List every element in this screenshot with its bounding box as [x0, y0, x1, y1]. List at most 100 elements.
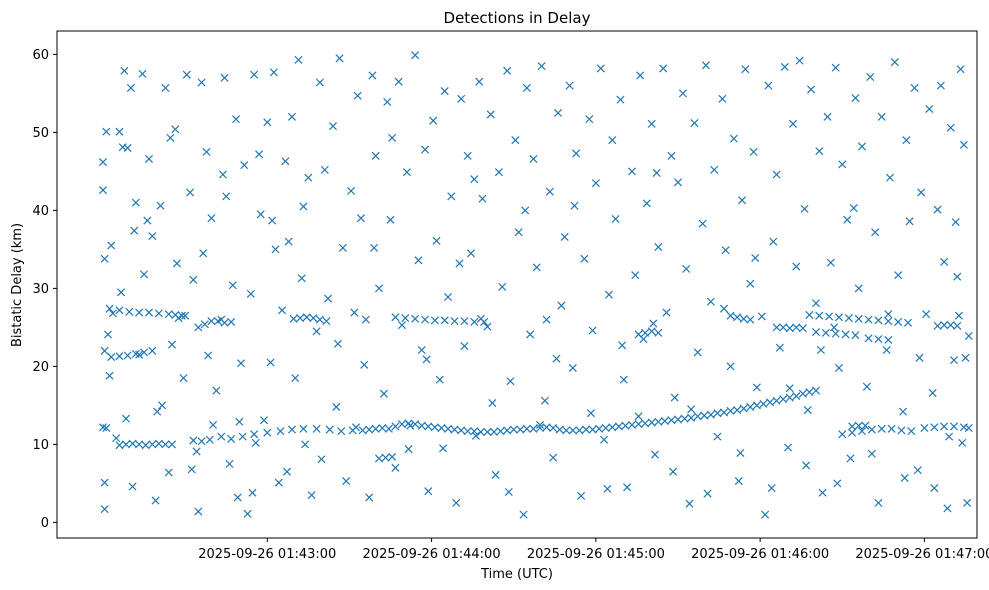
data-point [455, 259, 464, 268]
data-point [361, 315, 370, 324]
data-point [767, 484, 776, 493]
data-point [138, 69, 147, 78]
data-point [572, 149, 581, 158]
data-point [726, 362, 735, 371]
data-point [128, 482, 137, 491]
data-point [603, 484, 612, 493]
data-point [238, 432, 247, 441]
data-point [202, 147, 211, 156]
data-point [255, 150, 264, 159]
data-point [647, 119, 656, 128]
data-point [933, 205, 942, 214]
data-point [851, 94, 860, 103]
data-point [374, 454, 384, 463]
data-point [917, 188, 926, 197]
data-point [857, 142, 867, 151]
data-point [167, 340, 177, 349]
data-point [588, 326, 597, 335]
data-point [570, 201, 579, 210]
data-point [718, 94, 727, 103]
data-point [125, 307, 134, 316]
data-point [834, 313, 844, 322]
data-point [522, 83, 531, 92]
data-point [402, 168, 411, 177]
data-point [374, 284, 384, 293]
data-point [848, 428, 857, 437]
data-point [496, 427, 505, 436]
data-point [811, 386, 821, 395]
data-point [841, 330, 850, 339]
data-point [144, 154, 154, 163]
data-point [102, 127, 111, 136]
data-point [348, 426, 357, 435]
data-point [545, 187, 554, 196]
data-point [757, 312, 766, 321]
data-point [830, 323, 839, 332]
data-point [388, 133, 397, 142]
data-point [816, 345, 825, 355]
data-point [526, 330, 535, 339]
data-point [284, 237, 293, 246]
data-point [693, 348, 702, 357]
data-point [299, 424, 308, 433]
data-point [562, 426, 571, 435]
data-point [379, 389, 388, 398]
data-point [568, 363, 577, 372]
data-point [604, 290, 614, 299]
data-point [861, 421, 870, 430]
data-point [634, 420, 643, 429]
data-point [457, 426, 466, 435]
data-point [650, 450, 660, 459]
data-point [954, 311, 963, 320]
data-point [417, 345, 426, 355]
data-point [785, 324, 794, 333]
data-point [302, 313, 311, 322]
data-point [148, 232, 157, 241]
chart-title: Detections in Delay [444, 9, 591, 27]
data-point [749, 147, 758, 156]
data-point [877, 424, 886, 433]
data-point [807, 85, 816, 94]
data-point [884, 310, 893, 319]
data-point [542, 423, 551, 432]
data-point [100, 254, 109, 263]
data-point [943, 504, 952, 513]
x-tick-label: 2025-09-26 01:44:00 [363, 547, 501, 562]
data-point [698, 219, 707, 228]
data-point [194, 323, 203, 332]
data-point [907, 427, 916, 436]
data-point [779, 323, 788, 332]
x-tick-label: 2025-09-26 01:43:00 [198, 547, 336, 562]
x-axis-label: Time (UTC) [480, 567, 553, 582]
data-point [105, 304, 114, 313]
data-point [585, 115, 594, 124]
data-point [315, 78, 324, 87]
data-point [588, 425, 597, 434]
data-point [243, 509, 252, 518]
data-point [899, 407, 908, 416]
data-point [115, 441, 124, 450]
data-point [636, 71, 645, 80]
data-point [535, 420, 545, 429]
data-point [271, 245, 280, 254]
data-point [478, 194, 487, 203]
data-point [222, 192, 231, 201]
data-point [560, 232, 569, 241]
data-point [440, 87, 449, 96]
data-point [498, 282, 507, 291]
data-point [792, 262, 801, 271]
data-point [713, 432, 722, 441]
data-point [115, 306, 124, 315]
data-point [959, 140, 968, 149]
data-point [297, 274, 306, 283]
data-point [549, 453, 558, 462]
data-point [315, 315, 324, 324]
data-point [815, 311, 824, 320]
data-point [764, 81, 773, 90]
data-point [928, 388, 937, 397]
data-point [854, 421, 863, 430]
data-point [307, 491, 316, 500]
data-point [821, 328, 830, 337]
data-point [384, 424, 393, 433]
